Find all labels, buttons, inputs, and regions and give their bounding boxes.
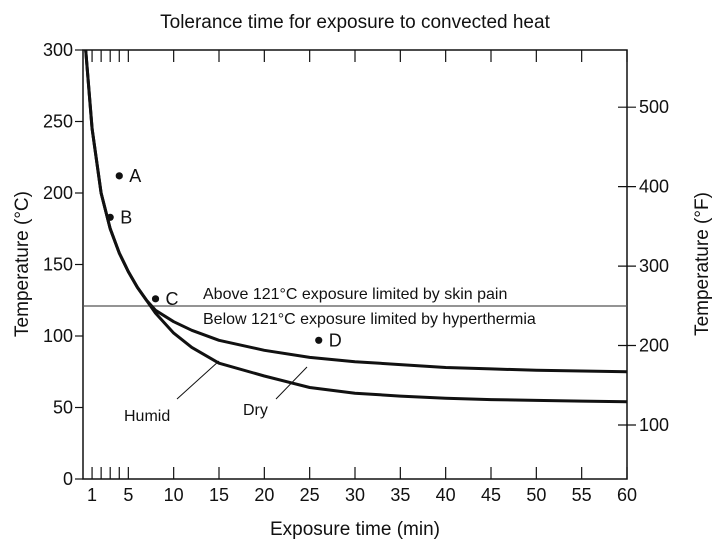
chart-title: Tolerance time for exposure to convected… <box>160 12 550 33</box>
x-tick-label-40: 40 <box>436 485 456 505</box>
x-tick-label-55: 55 <box>572 485 592 505</box>
ticks-layer: 1 5 10 15 20 25 30 35 40 45 50 55 600501001502002503… <box>43 40 669 505</box>
annotation-below: Below 121°C exposure limited by hyperthe… <box>203 311 536 328</box>
x-tick-label-25: 25 <box>300 485 320 505</box>
series-line-humid <box>84 49 628 404</box>
point-label-a: A <box>129 166 141 186</box>
x-tick-label-30: 30 <box>345 485 365 505</box>
humid-leader-line <box>176 360 220 400</box>
y-tick-label-left-250: 250 <box>43 112 73 132</box>
x-tick-label-1: 1 <box>87 485 97 505</box>
x-tick-label-60: 60 <box>617 485 637 505</box>
point-label-b: B <box>120 207 132 227</box>
y-axis-label-left: Temperature (°C) <box>12 191 33 337</box>
y-tick-label-left-50: 50 <box>53 398 73 418</box>
x-axis-label: Exposure time (min) <box>270 519 440 540</box>
y-tick-label-left-200: 200 <box>43 183 73 203</box>
y-tick-label-right-100: 100 <box>639 415 669 435</box>
y-tick-label-right-200: 200 <box>639 336 669 356</box>
point-a <box>115 172 123 180</box>
y-tick-label-left-300: 300 <box>43 40 73 60</box>
curve-label-humid: Humid <box>124 408 170 425</box>
y-tick-label-right-500: 500 <box>639 97 669 117</box>
series-layer <box>84 49 628 404</box>
points-layer: A B C D <box>106 166 342 350</box>
y-tick-label-left-150: 150 <box>43 255 73 275</box>
x-tick-label-35: 35 <box>390 485 410 505</box>
y-tick-label-left-0: 0 <box>63 469 73 489</box>
dry-leader-line <box>275 366 308 400</box>
y-tick-label-left-100: 100 <box>43 326 73 346</box>
point-d <box>315 336 323 344</box>
y-tick-label-right-300: 300 <box>639 256 669 276</box>
point-label-c: C <box>166 289 179 309</box>
curve-label-dry: Dry <box>243 402 268 419</box>
y-axis-label-right: Temperature (°F) <box>692 192 713 336</box>
x-tick-label-50: 50 <box>526 485 546 505</box>
x-tick-label-20: 20 <box>254 485 274 505</box>
x-tick-label-10: 10 <box>164 485 184 505</box>
point-b <box>106 213 114 221</box>
annotation-above: Above 121°C exposure limited by skin pai… <box>203 286 507 303</box>
point-c <box>151 295 160 303</box>
x-tick-label-45: 45 <box>481 485 501 505</box>
y-tick-label-right-400: 400 <box>639 177 669 197</box>
x-tick-label-5: 5 <box>123 485 133 505</box>
point-label-d: D <box>329 330 342 350</box>
x-tick-label-15: 15 <box>209 485 229 505</box>
